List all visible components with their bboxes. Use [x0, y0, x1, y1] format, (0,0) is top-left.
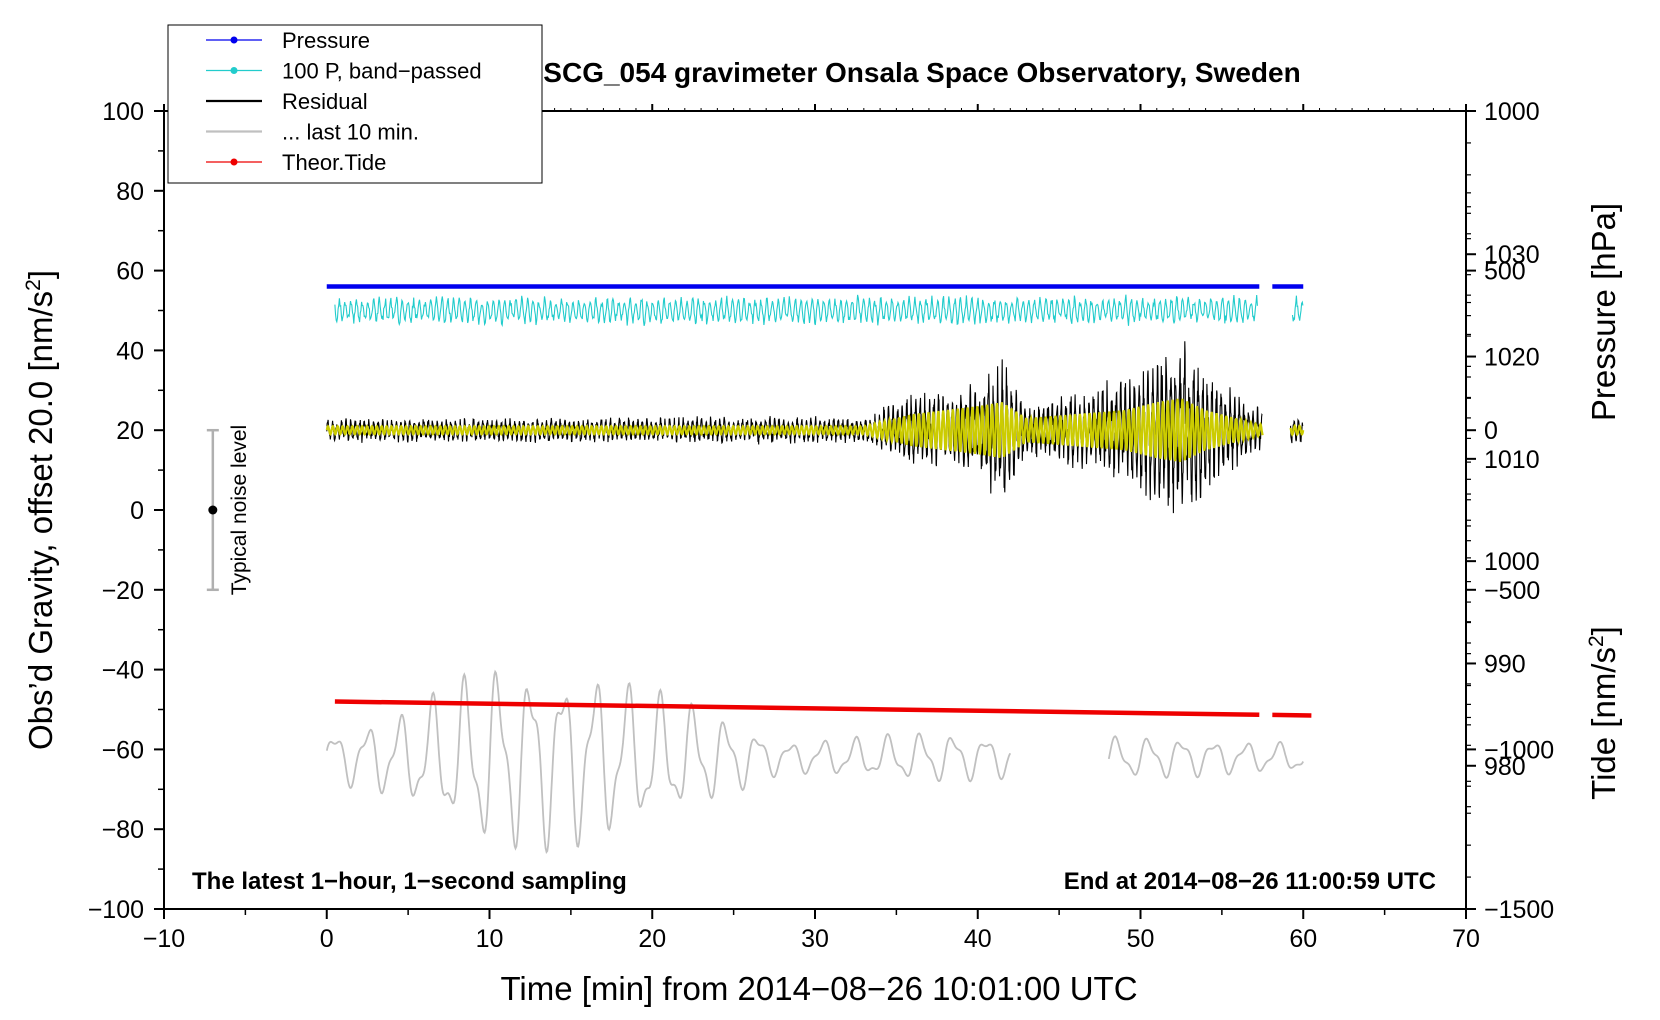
series-residual-band-passed	[325, 398, 1305, 463]
y-tick-label: −60	[102, 736, 144, 764]
tide-axis-label: Tide [nm/s2]	[1585, 626, 1622, 800]
legend-box	[167, 24, 543, 184]
pressure-tick-label: 1020	[1484, 344, 1540, 372]
x-tick-label: 0	[320, 925, 334, 953]
pressure-tick-label: 1000	[1484, 548, 1540, 576]
pressure-axis-label: Pressure [hPa]	[1585, 203, 1622, 421]
chart-title: SCG_054 gravimeter Onsala Space Observat…	[543, 57, 1300, 88]
legend-marker	[230, 67, 238, 74]
legend: Pressure 100 P, band−passed Residual ... la…	[167, 24, 543, 184]
y-tick-label: −100	[88, 896, 144, 924]
x-tick-label: 50	[1127, 925, 1155, 953]
legend-items: Pressure 100 P, band−passed Residual ... la…	[206, 28, 482, 175]
noise-bar-label: Typical noise level	[228, 425, 251, 595]
pressure-tick-label: 1010	[1484, 446, 1540, 474]
y-tick-label: 60	[116, 258, 144, 286]
x-tick-label: 70	[1452, 925, 1480, 953]
y-tick-label: 80	[116, 178, 144, 206]
legend-label: Theor.Tide	[282, 150, 386, 175]
noise-bar: Typical noise level	[206, 425, 251, 595]
annotation-sampling: The latest 1−hour, 1−second sampling	[192, 868, 627, 895]
x-axis-label: Time [min] from 2014−08−26 10:01:00 UTC	[500, 970, 1137, 1007]
series-last-10-min	[325, 669, 1304, 854]
y-tick-label: 0	[130, 497, 144, 525]
y-tick-label: 40	[116, 337, 144, 365]
legend-marker	[230, 158, 238, 166]
legend-label: ... last 10 min.	[282, 120, 419, 145]
pressure-tick-label: 980	[1484, 753, 1526, 781]
pressure-tick-label: 990	[1484, 650, 1526, 678]
x-tick-label: 30	[801, 925, 829, 953]
annotation-end-time: End at 2014−08−26 11:00:59 UTC	[1064, 868, 1436, 895]
legend-marker	[230, 36, 238, 44]
pressure-tick-label: 1030	[1484, 241, 1540, 269]
x-tick-label: 40	[964, 925, 992, 953]
y-tick-label: −20	[102, 577, 144, 605]
series-theoretical-tide	[334, 699, 1260, 717]
series-layer	[325, 284, 1312, 854]
y-tick-label: −80	[102, 816, 144, 844]
x-tick-label: 60	[1289, 925, 1317, 953]
noise-bar-center-dot	[208, 505, 218, 515]
tide-tick-label: −1000	[1484, 736, 1554, 764]
axis-layer: −10 0 10 20 30 40 50 60 70−100−80−60−40−20020406…	[88, 98, 1555, 953]
series-theoretical-tide-end	[1272, 712, 1312, 718]
plot-frame	[163, 110, 1467, 910]
y-tick-label: 100	[102, 98, 144, 126]
tide-tick-label: −500	[1484, 577, 1540, 605]
legend-label: 100 P, band−passed	[282, 59, 482, 84]
tide-tick-label: 500	[1484, 258, 1526, 286]
x-tick-label: 20	[638, 925, 666, 953]
x-tick-label: 10	[476, 925, 504, 953]
x-tick-label: −10	[143, 925, 185, 953]
y-axis-label: Obs’d Gravity, offset 20.0 [nm/s2]	[22, 270, 59, 750]
y-tick-label: −40	[102, 657, 144, 685]
legend-label: Residual	[282, 89, 368, 114]
tide-tick-label: −1500	[1484, 896, 1554, 924]
series-pressure-band-passed	[334, 294, 1304, 328]
legend-label: Pressure	[282, 28, 370, 53]
tide-tick-label: 1000	[1484, 98, 1540, 126]
y-tick-label: 20	[116, 417, 144, 445]
tide-tick-label: 0	[1484, 417, 1498, 445]
